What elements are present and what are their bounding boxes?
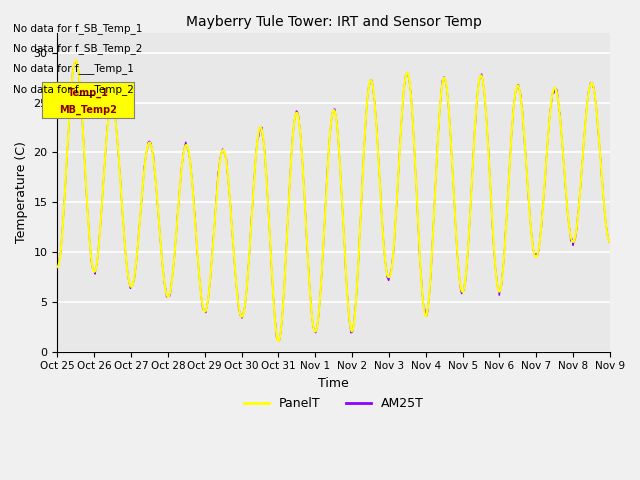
Text: No data for f_SB_Temp_2: No data for f_SB_Temp_2 [13,43,142,54]
Title: Mayberry Tule Tower: IRT and Sensor Temp: Mayberry Tule Tower: IRT and Sensor Temp [186,15,482,29]
Text: Temp_1: Temp_1 [68,88,108,98]
Legend: PanelT, AM25T: PanelT, AM25T [239,392,428,415]
Text: No data for f_SB_Temp_1: No data for f_SB_Temp_1 [13,23,142,34]
Text: No data for f___Temp_1: No data for f___Temp_1 [13,63,134,74]
Text: MB_Temp2: MB_Temp2 [59,105,117,115]
Y-axis label: Temperature (C): Temperature (C) [15,141,28,243]
X-axis label: Time: Time [318,377,349,390]
Text: No data for f___Temp_2: No data for f___Temp_2 [13,84,134,95]
